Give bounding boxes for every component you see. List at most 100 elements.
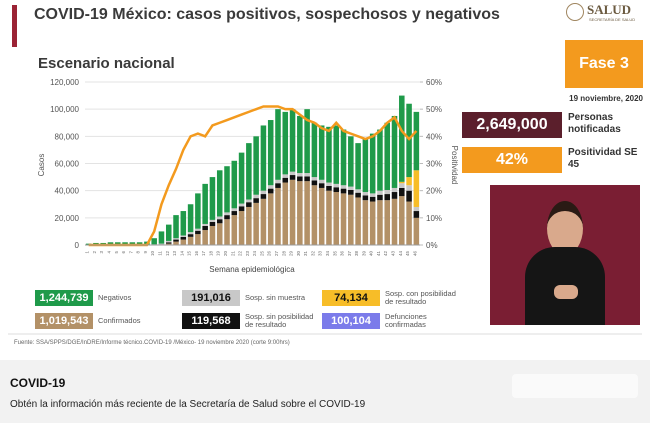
bar-segment bbox=[246, 206, 252, 245]
y-tick-label: 80,000 bbox=[55, 132, 80, 141]
bar-segment bbox=[326, 190, 332, 245]
y2-tick-label: 30% bbox=[426, 160, 442, 169]
bar-segment bbox=[107, 242, 114, 245]
bar-segment bbox=[399, 196, 405, 245]
x-tick-label: 43 bbox=[391, 251, 396, 257]
bar-segment bbox=[362, 200, 369, 245]
bar-segment bbox=[224, 212, 230, 216]
x-tick-label: 13 bbox=[172, 251, 177, 257]
bar-segment bbox=[326, 182, 332, 186]
bar-segment bbox=[377, 129, 383, 191]
bar-segment bbox=[195, 193, 201, 229]
bar-segment bbox=[355, 143, 361, 190]
x-tick-label: 35 bbox=[332, 251, 337, 257]
bar-segment bbox=[165, 242, 172, 244]
bar-segment bbox=[180, 211, 187, 236]
x-tick-label: 16 bbox=[194, 251, 199, 257]
x-tick-label: 31 bbox=[303, 251, 308, 257]
bar-segment bbox=[318, 179, 325, 184]
title: COVID-19 México: casos positivos, sospec… bbox=[34, 6, 500, 23]
bar-segment bbox=[311, 185, 318, 245]
bar-segment bbox=[260, 194, 267, 199]
accent-bar bbox=[12, 5, 17, 47]
y-tick-label: 60,000 bbox=[55, 160, 80, 169]
bar-segment bbox=[158, 231, 165, 244]
legend-total: 100,104 bbox=[322, 313, 380, 329]
bar-segment bbox=[260, 190, 267, 195]
x-tick-label: 10 bbox=[150, 251, 155, 257]
bar-segment bbox=[165, 224, 172, 241]
x-tick-label: 8 bbox=[136, 251, 141, 254]
bar-segment bbox=[391, 192, 398, 199]
x-tick-label: 34 bbox=[325, 251, 330, 257]
bar-segment bbox=[122, 242, 128, 245]
bar-segment bbox=[275, 183, 281, 188]
y2-tick-label: 10% bbox=[426, 214, 442, 223]
legend-label: Confirmados bbox=[98, 316, 141, 325]
bar-segment bbox=[406, 177, 412, 186]
bar-segment bbox=[413, 170, 420, 207]
bar-segment bbox=[216, 219, 223, 224]
y-tick-label: 100,000 bbox=[50, 105, 79, 114]
bar-segment bbox=[311, 122, 318, 178]
bar-segment bbox=[304, 109, 310, 174]
legend-total: 191,016 bbox=[182, 290, 240, 306]
bar-segment bbox=[151, 238, 157, 245]
bar-segment bbox=[267, 120, 274, 186]
bar-segment bbox=[209, 221, 216, 226]
bar-segment bbox=[275, 109, 281, 180]
x-tick-label: 41 bbox=[376, 251, 381, 257]
bar-segment bbox=[209, 177, 216, 220]
bar-segment bbox=[340, 185, 347, 189]
bar-segment bbox=[384, 189, 390, 195]
x-tick-label: 28 bbox=[281, 251, 286, 257]
bar-segment bbox=[246, 202, 252, 207]
bar-segment bbox=[304, 173, 310, 177]
y2-tick-label: 20% bbox=[426, 187, 442, 196]
panel-text: Obtén la información más reciente de la … bbox=[10, 399, 366, 410]
x-tick-label: 17 bbox=[201, 251, 206, 257]
bar-segment bbox=[340, 129, 347, 186]
bar-segment bbox=[267, 193, 274, 245]
x-tick-label: 39 bbox=[361, 251, 366, 257]
bar-segment bbox=[391, 198, 398, 245]
legend-item: 191,016 Sosp. sin muestra bbox=[182, 290, 317, 306]
bar-segment bbox=[267, 185, 274, 189]
x-tick-label: 37 bbox=[347, 251, 352, 257]
bar-segment bbox=[391, 115, 398, 188]
bar-segment bbox=[333, 183, 340, 188]
bar-segment bbox=[355, 197, 361, 245]
legend-label: Defunciones confirmadas bbox=[385, 312, 427, 329]
bar-segment bbox=[384, 194, 390, 201]
bar-segment bbox=[158, 243, 165, 245]
bar-segment bbox=[202, 225, 208, 231]
bar-segment bbox=[180, 239, 187, 245]
bar-segment bbox=[289, 179, 296, 245]
bar-segment bbox=[195, 234, 201, 245]
y2-axis-label: Positividad bbox=[450, 146, 459, 185]
bar-segment bbox=[238, 203, 245, 207]
bar-segment bbox=[377, 190, 383, 195]
x-tick-label: 36 bbox=[340, 251, 345, 257]
bar-segment bbox=[253, 194, 259, 199]
bar-segment bbox=[224, 215, 230, 220]
bar-segment bbox=[406, 185, 412, 191]
y-tick-label: 20,000 bbox=[55, 214, 80, 223]
x-tick-label: 20 bbox=[223, 251, 228, 257]
bar-segment bbox=[238, 206, 245, 212]
bar-segment bbox=[224, 219, 230, 245]
bar-segment bbox=[311, 177, 318, 181]
legend-total: 1,019,543 bbox=[35, 313, 93, 329]
legend-label: Negativos bbox=[98, 293, 132, 302]
bar-segment bbox=[369, 133, 376, 194]
bar-segment bbox=[377, 194, 383, 201]
x-tick-label: 1 bbox=[85, 251, 90, 254]
legend-item: 74,134 Sosp. con posibilidad de resultado bbox=[322, 290, 457, 306]
bar-segment bbox=[187, 232, 194, 235]
bar-segment bbox=[180, 236, 187, 240]
bar-segment bbox=[195, 228, 201, 231]
x-tick-label: 26 bbox=[267, 251, 272, 257]
logo: SALUD bbox=[587, 2, 632, 17]
bar-segment bbox=[173, 241, 179, 245]
